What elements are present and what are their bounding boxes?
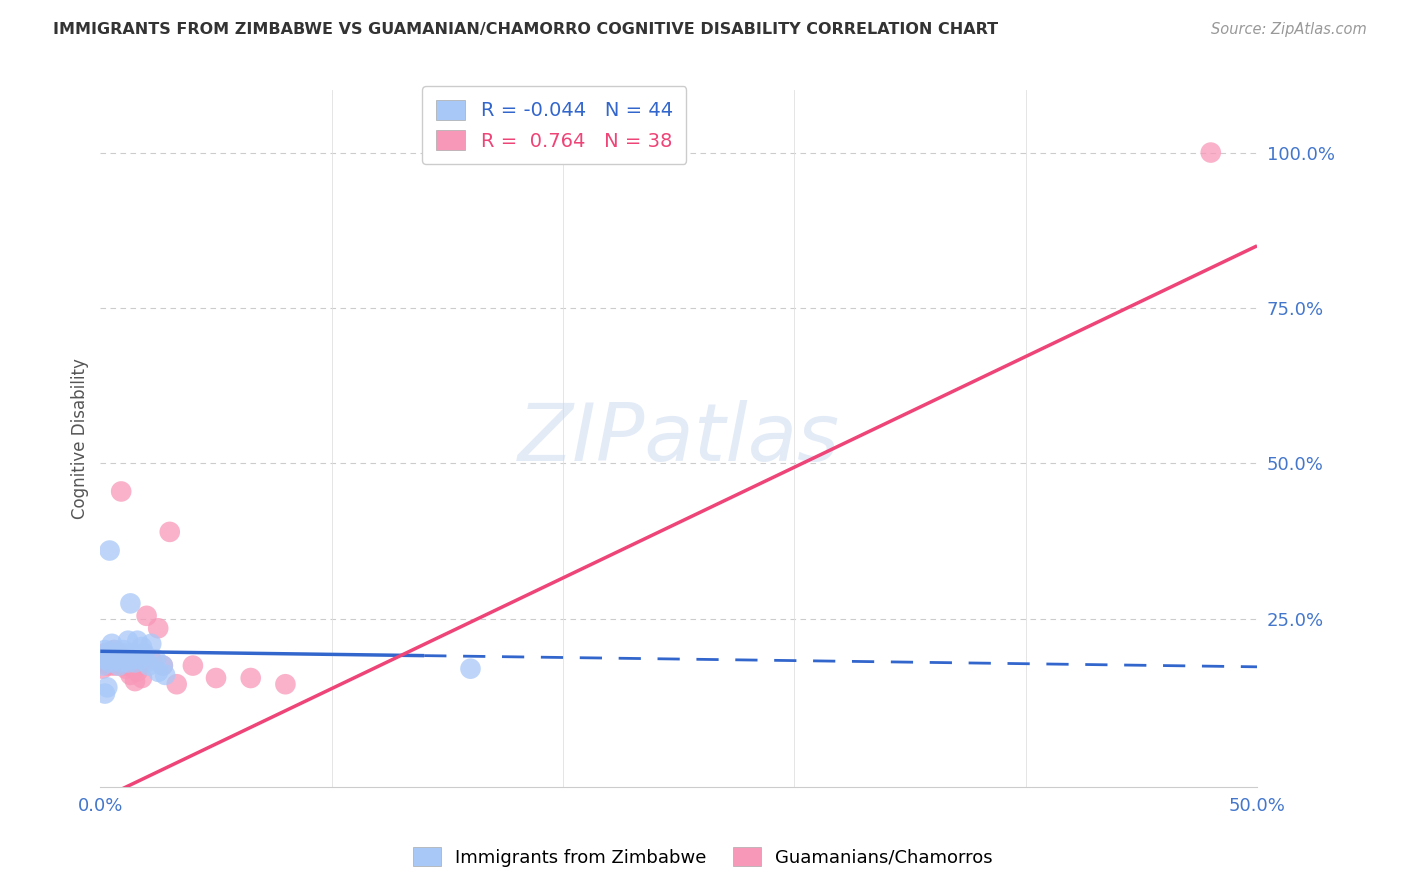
Point: [98, 652, 121, 666]
Point: [96, 649, 118, 664]
Point: [94, 687, 117, 701]
Point: [103, 649, 125, 664]
Point: [145, 652, 167, 666]
Point: [114, 652, 136, 666]
Point: [110, 649, 132, 664]
Point: [131, 640, 153, 654]
Point: [103, 643, 125, 657]
Point: [101, 637, 124, 651]
Point: [114, 662, 136, 676]
Point: [120, 668, 142, 682]
Point: [108, 646, 131, 660]
Point: [101, 658, 124, 673]
Point: [134, 646, 156, 660]
Point: [96, 681, 118, 695]
Point: [135, 656, 157, 670]
Point: [124, 656, 146, 670]
Point: [141, 637, 163, 651]
Point: [108, 656, 131, 670]
Point: [98, 543, 121, 558]
Point: [96, 652, 118, 666]
Legend: R = -0.044   N = 44, R =  0.764   N = 38: R = -0.044 N = 44, R = 0.764 N = 38: [422, 87, 686, 164]
Point: [141, 652, 163, 666]
Point: [128, 652, 150, 666]
Point: [105, 649, 128, 664]
Point: [94, 643, 117, 657]
Point: [239, 671, 262, 685]
Point: [98, 656, 121, 670]
Point: [120, 596, 142, 610]
Point: [94, 646, 117, 660]
Point: [131, 671, 153, 685]
Point: [108, 646, 131, 660]
Point: [128, 658, 150, 673]
Point: [148, 621, 170, 635]
Point: [117, 633, 139, 648]
Point: [1199, 145, 1222, 160]
Point: [112, 652, 135, 666]
Point: [98, 646, 121, 660]
Point: [112, 643, 135, 657]
Text: Source: ZipAtlas.com: Source: ZipAtlas.com: [1211, 22, 1367, 37]
Text: ZIPatlas: ZIPatlas: [517, 400, 839, 477]
Point: [152, 658, 174, 673]
Point: [127, 665, 149, 679]
Point: [112, 658, 135, 673]
Point: [460, 662, 482, 676]
Point: [205, 671, 228, 685]
Point: [124, 674, 146, 689]
Point: [110, 652, 132, 666]
Y-axis label: Cognitive Disability: Cognitive Disability: [72, 359, 89, 519]
Point: [138, 658, 160, 673]
Point: [105, 646, 128, 660]
Point: [274, 677, 297, 691]
Point: [91, 658, 114, 673]
Point: [153, 668, 176, 682]
Point: [121, 646, 143, 660]
Point: [181, 658, 204, 673]
Point: [96, 646, 118, 660]
Point: [117, 658, 139, 673]
Point: [101, 652, 124, 666]
Point: [98, 656, 121, 670]
Point: [117, 656, 139, 670]
Point: [105, 658, 128, 673]
Point: [94, 652, 117, 666]
Point: [120, 652, 142, 666]
Point: [112, 652, 135, 666]
Point: [110, 656, 132, 670]
Point: [152, 658, 174, 673]
Point: [105, 652, 128, 666]
Point: [148, 665, 170, 679]
Point: [121, 652, 143, 666]
Point: [112, 646, 135, 660]
Point: [127, 633, 149, 648]
Point: [91, 662, 114, 676]
Point: [103, 643, 125, 657]
Text: IMMIGRANTS FROM ZIMBABWE VS GUAMANIAN/CHAMORRO COGNITIVE DISABILITY CORRELATION : IMMIGRANTS FROM ZIMBABWE VS GUAMANIAN/CH…: [53, 22, 998, 37]
Point: [108, 658, 131, 673]
Point: [94, 656, 117, 670]
Point: [103, 652, 125, 666]
Point: [101, 652, 124, 666]
Point: [110, 484, 132, 499]
Legend: Immigrants from Zimbabwe, Guamanians/Chamorros: Immigrants from Zimbabwe, Guamanians/Cha…: [406, 840, 1000, 874]
Point: [166, 677, 188, 691]
Point: [101, 646, 124, 660]
Point: [159, 524, 181, 539]
Point: [135, 608, 157, 623]
Point: [96, 658, 118, 673]
Point: [108, 652, 131, 666]
